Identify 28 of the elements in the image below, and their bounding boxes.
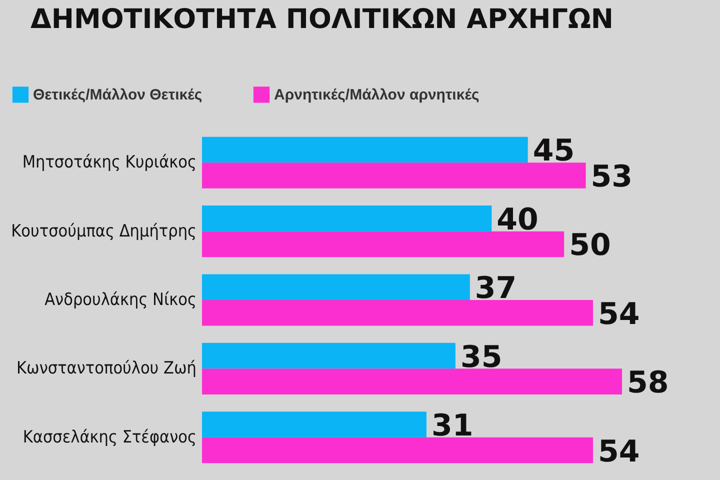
bar — [202, 136, 528, 163]
data-label: 45 — [532, 134, 575, 169]
bar — [202, 368, 622, 394]
data-label: 58 — [627, 366, 669, 401]
bar — [202, 300, 594, 326]
bar — [202, 412, 426, 438]
data-label: 31 — [431, 408, 474, 444]
data-label: 50 — [569, 228, 611, 264]
bar — [202, 437, 594, 464]
data-label: 40 — [496, 202, 538, 238]
legend-label: Αρνητικές/Μάλλον αρνητικές — [274, 86, 480, 104]
data-label: 54 — [598, 296, 640, 332]
y-tick-label: Μητσοτάκης Κυριάκος — [22, 152, 196, 173]
y-tick-label: Κασσελάκης Στέφανος — [22, 427, 196, 448]
data-label: 53 — [590, 160, 633, 195]
y-tick-label: Κουτσούμπας Δημήτρης — [11, 221, 196, 242]
legend-label: Θετικές/Μάλλον Θετικές — [33, 86, 202, 104]
chart-title: ΔΗΜΟΤΙΚΟΤΗΤΑ ΠΟΛΙΤΙΚΩΝ ΑΡΧΗΓΩΝ — [30, 4, 614, 35]
data-label: 54 — [598, 434, 640, 470]
bar — [202, 162, 586, 188]
data-label: 35 — [460, 340, 502, 375]
bar — [202, 231, 564, 258]
y-tick-label: Ανδρουλάκης Νίκος — [44, 290, 196, 310]
bar — [202, 342, 456, 369]
bar — [202, 274, 470, 300]
data-label: 37 — [474, 271, 517, 306]
y-tick-label: Κωνσταντοπούλου Ζωή — [16, 358, 196, 379]
bar — [202, 206, 492, 232]
